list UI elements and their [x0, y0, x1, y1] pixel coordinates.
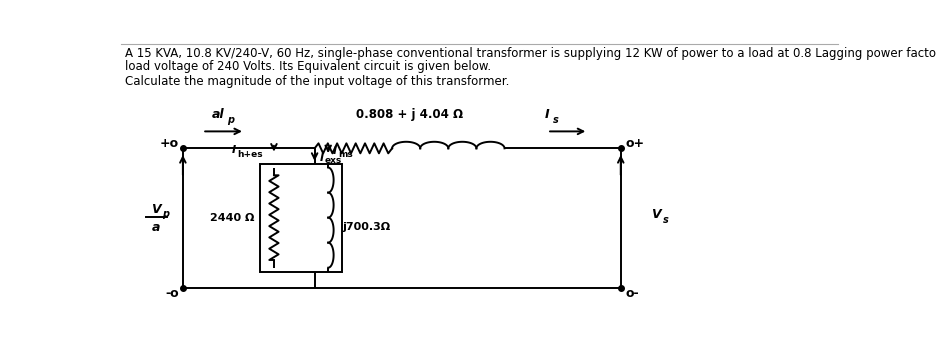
Text: h+es: h+es: [238, 150, 263, 159]
Text: V: V: [151, 203, 161, 216]
Text: I: I: [545, 109, 549, 121]
Text: p: p: [227, 115, 234, 125]
Text: Calculate the magnitude of the input voltage of this transformer.: Calculate the magnitude of the input vol…: [124, 75, 509, 88]
Text: I: I: [333, 146, 337, 156]
Text: I: I: [231, 145, 236, 155]
Text: +o: +o: [160, 137, 179, 150]
Text: I: I: [319, 152, 324, 162]
Bar: [260, 164, 342, 272]
Text: exs: exs: [325, 156, 342, 165]
Text: 2440 Ω: 2440 Ω: [210, 213, 255, 223]
Text: al: al: [212, 109, 224, 121]
Text: s: s: [552, 115, 558, 125]
Text: a: a: [152, 221, 160, 234]
Text: 0.808 + j 4.04 Ω: 0.808 + j 4.04 Ω: [356, 107, 463, 121]
Text: o+: o+: [625, 137, 645, 150]
Text: -o: -o: [166, 287, 179, 300]
Text: s: s: [663, 215, 668, 225]
Text: o-: o-: [625, 287, 639, 300]
Text: V: V: [651, 208, 661, 221]
Text: load voltage of 240 Volts. Its Equivalent circuit is given below.: load voltage of 240 Volts. Its Equivalen…: [124, 60, 490, 73]
Text: ms: ms: [338, 150, 353, 159]
Text: j700.3Ω: j700.3Ω: [343, 222, 390, 232]
Text: p: p: [162, 209, 169, 219]
Text: A 15 KVA, 10.8 KV/240-V, 60 Hz, single-phase conventional transformer is supplyi: A 15 KVA, 10.8 KV/240-V, 60 Hz, single-p…: [124, 47, 936, 60]
